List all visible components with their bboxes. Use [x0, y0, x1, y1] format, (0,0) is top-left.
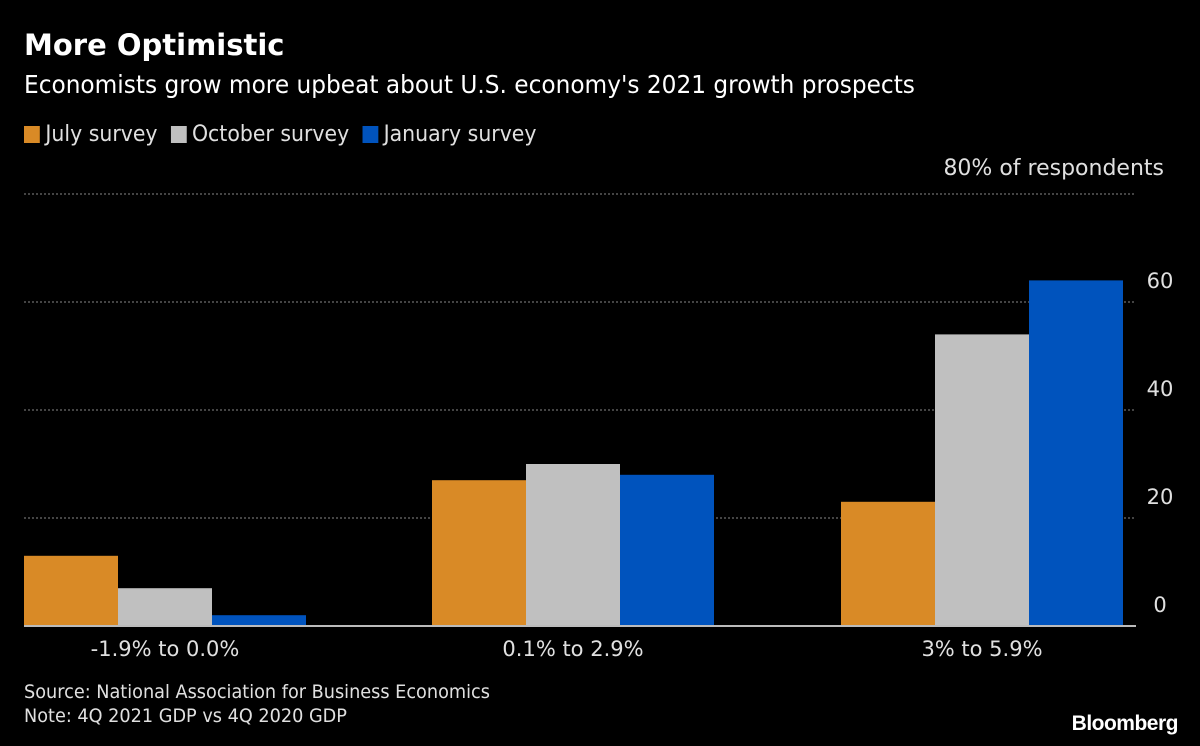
- bar: [841, 501, 935, 626]
- x-tick-label: 3% to 5.9%: [921, 637, 1042, 661]
- bar: [620, 474, 714, 626]
- bar: [212, 615, 306, 626]
- chart-subtitle: Economists grow more upbeat about U.S. e…: [24, 70, 915, 99]
- legend-item-october: October survey: [170, 122, 350, 147]
- x-tick-label: -1.9% to 0.0%: [91, 637, 240, 661]
- legend-swatch: [24, 126, 40, 143]
- bar: [1029, 280, 1123, 626]
- legend-item-july: July survey: [24, 122, 158, 147]
- legend-label: July survey: [45, 122, 158, 147]
- footnotes: Source: National Association for Busines…: [24, 680, 490, 728]
- y-tick-label: 60: [1147, 269, 1174, 293]
- legend-swatch: [170, 126, 187, 143]
- y-axis-unit-label: 80% of respondents: [943, 156, 1164, 181]
- bar: [24, 555, 118, 626]
- chart-title: More Optimistic: [24, 28, 285, 62]
- x-tick-label: 0.1% to 2.9%: [502, 637, 643, 661]
- source-text: Source: National Association for Busines…: [24, 681, 490, 703]
- legend-label: January survey: [383, 122, 537, 147]
- bar: [935, 334, 1029, 626]
- legend: July survey October survey January surve…: [24, 122, 537, 147]
- bar: [118, 588, 212, 626]
- y-tick-label: 20: [1147, 485, 1174, 509]
- bloomberg-logo: Bloomberg: [1071, 712, 1179, 735]
- bar: [432, 480, 526, 626]
- legend-item-january: January survey: [362, 122, 537, 147]
- bar: [526, 464, 620, 626]
- y-tick-label: 40: [1147, 377, 1174, 401]
- legend-label: October survey: [191, 122, 350, 147]
- note-text: Note: 4Q 2021 GDP vs 4Q 2020 GDP: [24, 705, 347, 727]
- y-tick-label: 0: [1153, 593, 1166, 617]
- legend-swatch: [362, 126, 379, 143]
